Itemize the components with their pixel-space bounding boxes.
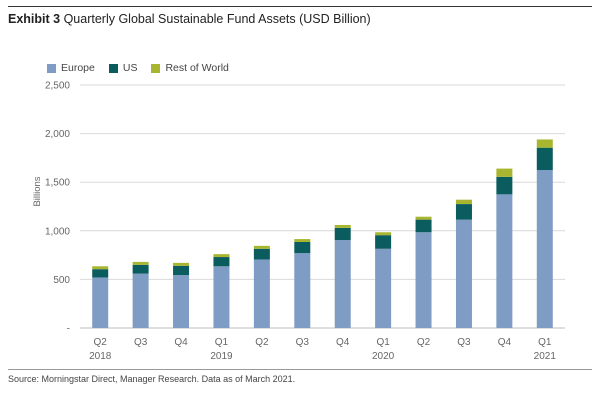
bar-us-12	[536, 147, 553, 171]
x-tick-label-10: Q3	[457, 337, 471, 348]
x-year-label-1: 2018	[89, 351, 112, 362]
stacked-bar-chart: - 500 1,000 1,500 2,000 2,500 Billions Q2 2018 Q3…	[32, 81, 565, 362]
bar-rest-of-world-1	[92, 266, 109, 270]
bar-rest-of-world-9	[415, 216, 432, 220]
x-year-label-12: 2021	[534, 351, 557, 362]
bar-us-3	[173, 265, 190, 276]
legend: Europe US Rest of World	[47, 62, 229, 74]
bar-rest-of-world-12	[536, 139, 553, 148]
x-tick-label-2: Q3	[134, 337, 148, 348]
legend-item-europe: Europe	[47, 62, 95, 74]
bottom-rule	[8, 369, 592, 370]
legend-swatch-rest-of-world	[151, 63, 161, 73]
bar-europe-1	[92, 277, 109, 328]
y-tick-label-2000: 2,000	[45, 129, 70, 140]
bar-rest-of-world-4	[213, 254, 230, 258]
source-note: Source: Morningstar Direct, Manager Rese…	[8, 374, 296, 384]
bar-europe-8	[375, 248, 392, 328]
bar-rest-of-world-3	[173, 262, 190, 266]
bar-us-9	[415, 219, 432, 233]
bar-rest-of-world-8	[375, 232, 392, 236]
bar-us-5	[253, 248, 270, 260]
y-tick-label-0: -	[67, 324, 70, 335]
bar-europe-11	[496, 194, 513, 328]
x-tick-label-5: Q2	[255, 337, 269, 348]
bar-europe-2	[132, 273, 149, 328]
x-tick-label-1: Q2	[94, 337, 108, 348]
x-tick-label-9: Q2	[417, 337, 431, 348]
y-tick-label-1500: 1,500	[45, 178, 70, 189]
x-year-label-8: 2020	[372, 351, 395, 362]
bar-rest-of-world-10	[455, 199, 472, 205]
x-tick-label-3: Q4	[174, 337, 188, 348]
top-rule	[8, 6, 592, 7]
legend-item-us: US	[108, 62, 138, 74]
x-year-label-4: 2019	[210, 351, 233, 362]
y-tick-label-2500: 2,500	[45, 81, 70, 92]
bar-europe-3	[173, 275, 190, 328]
bar-us-6	[294, 241, 311, 254]
bar-us-11	[496, 176, 513, 195]
bar-europe-5	[253, 259, 270, 328]
legend-label-europe: Europe	[61, 62, 95, 74]
x-tick-label-8: Q1	[376, 337, 390, 348]
y-tick-label-500: 500	[53, 275, 70, 286]
bar-rest-of-world-2	[132, 261, 149, 265]
bar-us-4	[213, 257, 230, 267]
x-tick-label-11: Q4	[498, 337, 512, 348]
bar-europe-6	[294, 253, 311, 328]
exhibit-label: Exhibit 3	[8, 12, 61, 26]
y-axis-title: Billions	[32, 176, 43, 206]
x-tick-label-4: Q1	[215, 337, 229, 348]
bar-us-1	[92, 269, 109, 278]
bar-europe-10	[455, 219, 472, 328]
bar-europe-9	[415, 232, 432, 328]
bar-europe-7	[334, 240, 351, 328]
bar-us-2	[132, 264, 149, 274]
bar-us-10	[455, 204, 472, 220]
legend-label-us: US	[122, 62, 138, 74]
legend-label-rest-of-world: Rest of World	[165, 62, 229, 74]
bar-europe-4	[213, 266, 230, 328]
bar-rest-of-world-7	[334, 224, 351, 228]
bar-us-7	[334, 227, 351, 241]
bar-europe-12	[536, 170, 553, 328]
x-tick-label-7: Q4	[336, 337, 350, 348]
x-tick-label-6: Q3	[296, 337, 310, 348]
y-tick-label-1000: 1,000	[45, 226, 70, 237]
legend-swatch-us	[108, 63, 118, 73]
legend-item-rest-of-world: Rest of World	[151, 62, 229, 74]
legend-swatch-europe	[47, 63, 56, 73]
x-tick-label-12: Q1	[538, 337, 552, 348]
bar-rest-of-world-5	[253, 245, 270, 249]
bar-rest-of-world-6	[294, 239, 311, 242]
bar-rest-of-world-11	[496, 168, 513, 177]
title-text: Quarterly Global Sustainable Fund Assets…	[63, 12, 371, 26]
bar-us-8	[375, 235, 392, 249]
chart-title: Exhibit 3 Quarterly Global Sustainable F…	[8, 12, 371, 26]
